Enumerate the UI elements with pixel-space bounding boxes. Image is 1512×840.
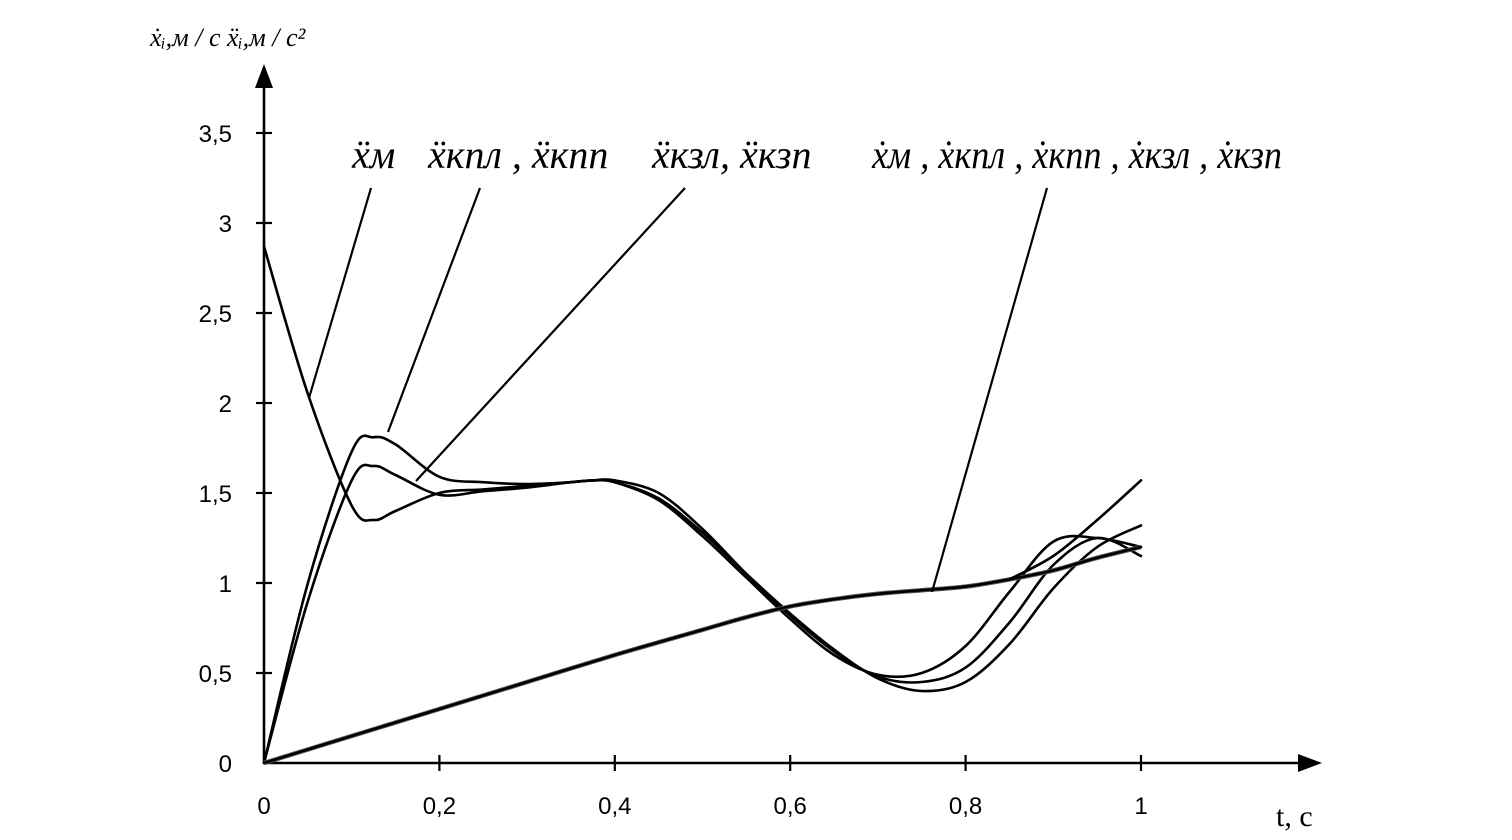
- x-tick-label: 0: [257, 793, 270, 820]
- y-tick-label: 2,5: [199, 301, 232, 328]
- y-tick-label: 3,5: [199, 121, 232, 148]
- legend: ẍм ẍкпл , ẍкпп ẍкзл, ẍкзп ẋм , ẋкпл , ẋк…: [351, 132, 1282, 177]
- y-axis-arrow: [255, 64, 273, 88]
- x-axis-label: t, с: [1276, 800, 1313, 833]
- curve-vel-branch: [1008, 479, 1143, 581]
- axes: [255, 64, 1322, 772]
- leader-acc-kpl-kpp: [386, 187, 482, 433]
- y-tick-label: 1: [219, 571, 232, 598]
- legend-vel-all: ẋм , ẋкпл , ẋкпп , ẋкзл , ẋкзп: [871, 132, 1282, 177]
- ticks: 0 0,2 0,4 0,6 0,8 1 0 0,5 1 1,5 2 2,5 3 3,5: [199, 121, 1148, 820]
- y-tick-label: 2: [219, 391, 232, 418]
- y-tick-label: 3: [219, 211, 232, 238]
- curve-acc-kzl-kzp: [262, 434, 1143, 765]
- legend-acc-m: ẍм: [351, 132, 395, 177]
- y-tick-label: 0,5: [199, 661, 232, 688]
- legend-acc-kzl-kzp: ẍкзл, ẍкзп: [651, 132, 812, 177]
- leader-acc-kzl-kzp: [415, 187, 686, 482]
- curves: [262, 245, 1143, 766]
- x-tick-label: 0,2: [423, 793, 456, 820]
- curve-vel-all: [262, 545, 1143, 765]
- curve-acc-kpl-kpp: [262, 463, 1143, 765]
- y-axis-label: ẋᵢ,м / с ẍᵢ,м / с²: [149, 23, 307, 52]
- x-tick-label: 0,4: [598, 793, 631, 820]
- leader-vel-all: [930, 187, 1049, 593]
- y-tick-label: 0: [219, 751, 232, 778]
- x-axis-arrow: [1298, 754, 1322, 772]
- x-tick-label: 1: [1134, 793, 1147, 820]
- x-tick-label: 0,6: [774, 793, 807, 820]
- x-tick-label: 0,8: [949, 793, 982, 820]
- legend-acc-kpl-kpp: ẍкпл , ẍкпп: [427, 132, 608, 177]
- y-tick-label: 1,5: [199, 481, 232, 508]
- leader-acc-m: [307, 187, 373, 399]
- leaders: [307, 187, 1049, 593]
